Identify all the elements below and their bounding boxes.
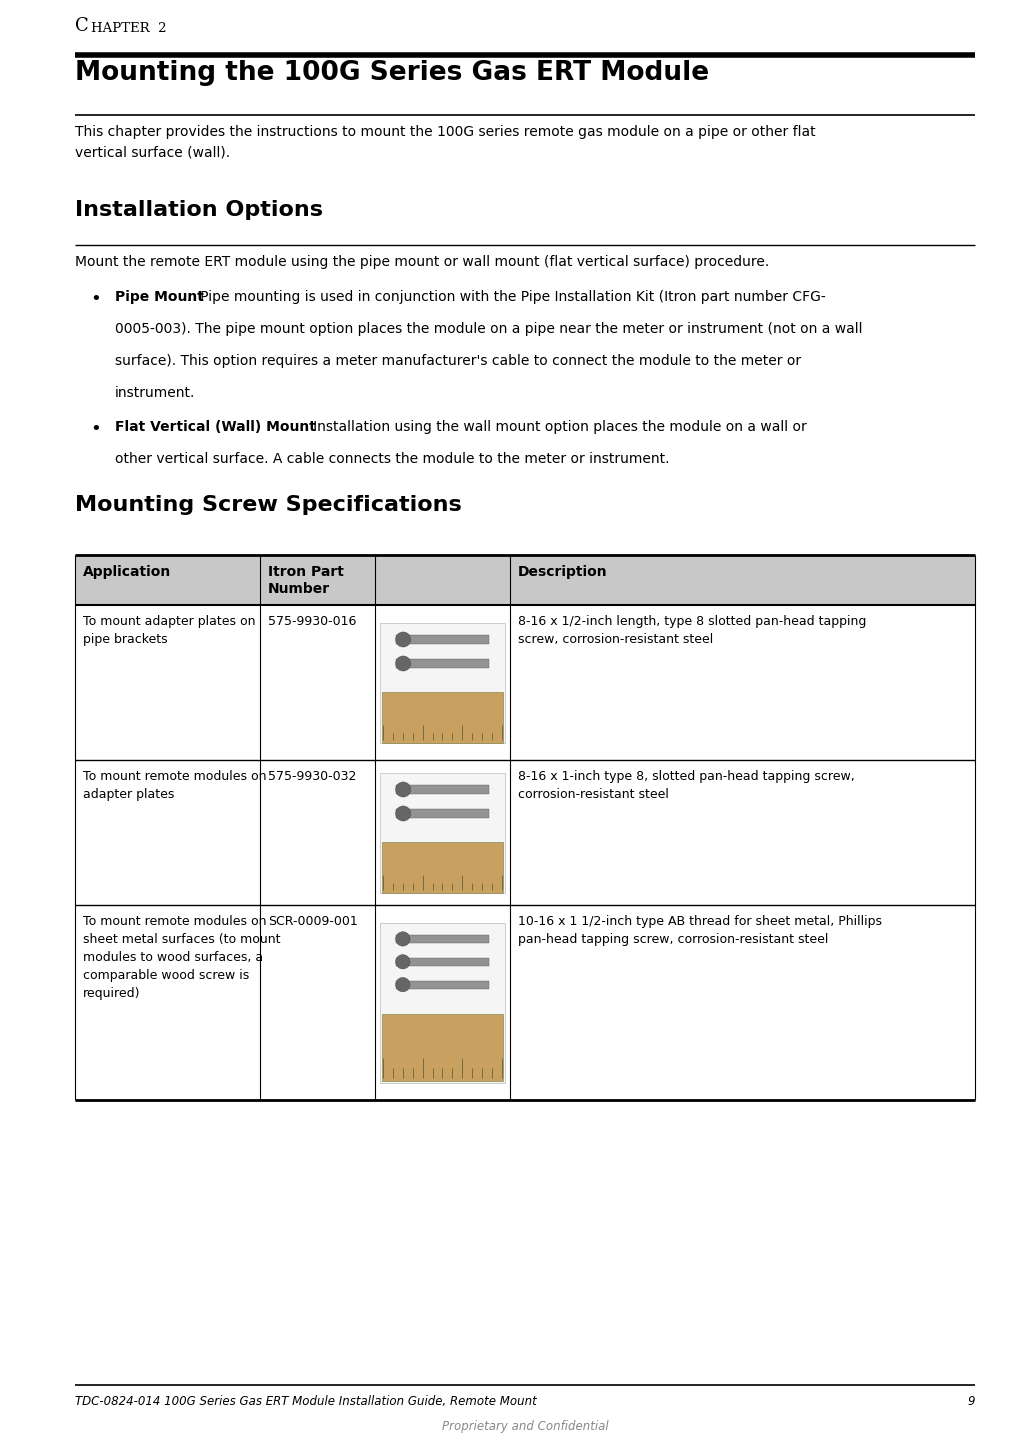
Text: Description: Description: [518, 566, 608, 579]
Text: To mount remote modules on
adapter plates: To mount remote modules on adapter plate…: [83, 771, 266, 801]
Text: Mount the remote ERT module using the pipe mount or wall mount (flat vertical su: Mount the remote ERT module using the pi…: [75, 254, 769, 269]
Circle shape: [395, 932, 410, 947]
Text: .  Installation using the wall mount option places the module on a wall or: . Installation using the wall mount opti…: [300, 420, 807, 433]
Text: other vertical surface. A cable connects the module to the meter or instrument.: other vertical surface. A cable connects…: [115, 452, 670, 465]
Bar: [395, 958, 490, 965]
Bar: [395, 980, 490, 989]
Bar: [395, 659, 490, 667]
Text: 0005-003). The pipe mount option places the module on a pipe near the meter or i: 0005-003). The pipe mount option places …: [115, 321, 863, 336]
Circle shape: [395, 656, 411, 672]
Text: •: •: [90, 289, 101, 308]
Text: surface). This option requires a meter manufacturer's cable to connect the modul: surface). This option requires a meter m…: [115, 353, 801, 368]
Bar: [380, 622, 505, 743]
Text: HAPTER  2: HAPTER 2: [91, 22, 166, 35]
Text: SCR-0009-001: SCR-0009-001: [268, 915, 357, 928]
Bar: [395, 935, 490, 944]
Text: Pipe Mount: Pipe Mount: [115, 289, 204, 304]
Text: 9: 9: [967, 1394, 975, 1407]
Text: 8-16 x 1-inch type 8, slotted pan-head tapping screw,
corrosion-resistant steel: 8-16 x 1-inch type 8, slotted pan-head t…: [518, 771, 854, 801]
Bar: [395, 810, 490, 817]
Text: instrument.: instrument.: [115, 385, 195, 400]
Text: •: •: [90, 420, 101, 438]
Text: This chapter provides the instructions to mount the 100G series remote gas modul: This chapter provides the instructions t…: [75, 125, 815, 160]
Text: 10-16 x 1 1/2-inch type AB thread for sheet metal, Phillips
pan-head tapping scr: 10-16 x 1 1/2-inch type AB thread for sh…: [518, 915, 882, 947]
Bar: [382, 692, 503, 743]
Text: Proprietary and Confidential: Proprietary and Confidential: [442, 1421, 608, 1434]
Text: Mounting the 100G Series Gas ERT Module: Mounting the 100G Series Gas ERT Module: [75, 60, 709, 86]
Bar: [75, 555, 975, 605]
Text: 575-9930-032: 575-9930-032: [268, 771, 356, 784]
Circle shape: [395, 782, 411, 797]
Text: To mount remote modules on
sheet metal surfaces (to mount
modules to wood surfac: To mount remote modules on sheet metal s…: [83, 915, 280, 1000]
Text: .  Pipe mounting is used in conjunction with the Pipe Installation Kit (Itron pa: . Pipe mounting is used in conjunction w…: [187, 289, 826, 304]
Bar: [382, 1013, 503, 1082]
Bar: [382, 842, 503, 893]
Bar: [380, 772, 505, 893]
Circle shape: [395, 632, 411, 647]
Text: 575-9930-016: 575-9930-016: [268, 615, 356, 628]
Text: Mounting Screw Specifications: Mounting Screw Specifications: [75, 494, 462, 515]
Circle shape: [395, 806, 411, 822]
Bar: [395, 785, 490, 794]
Text: Installation Options: Installation Options: [75, 201, 324, 220]
Text: Itron Part
Number: Itron Part Number: [268, 566, 344, 596]
Text: C: C: [75, 17, 88, 35]
Bar: [380, 922, 505, 1082]
Text: TDC-0824-014 100G Series Gas ERT Module Installation Guide, Remote Mount: TDC-0824-014 100G Series Gas ERT Module …: [75, 1394, 537, 1407]
Text: Application: Application: [83, 566, 172, 579]
Text: Flat Vertical (Wall) Mount: Flat Vertical (Wall) Mount: [115, 420, 316, 433]
Circle shape: [395, 955, 410, 968]
Text: To mount adapter plates on
pipe brackets: To mount adapter plates on pipe brackets: [83, 615, 256, 646]
Circle shape: [395, 977, 410, 992]
Text: 8-16 x 1/2-inch length, type 8 slotted pan-head tapping
screw, corrosion-resista: 8-16 x 1/2-inch length, type 8 slotted p…: [518, 615, 867, 646]
Bar: [395, 635, 490, 644]
